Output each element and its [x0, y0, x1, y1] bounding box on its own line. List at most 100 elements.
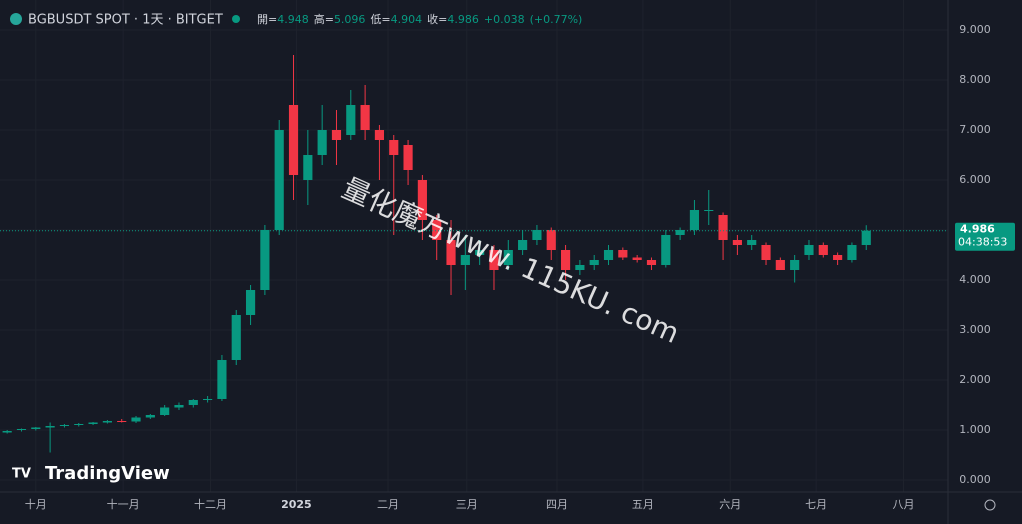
ohlc-legend: 開= 4.948 高= 5.096 低= 4.904 收= 4.986 +0.038 (+0.77…: [257, 12, 582, 26]
x-tick-label: 二月: [377, 498, 399, 511]
legend-value: 5.096: [334, 13, 366, 26]
y-tick-label: 6.000: [959, 173, 991, 186]
candle-body: [245, 290, 256, 315]
candle-body: [331, 130, 342, 140]
candle-body: [718, 215, 728, 240]
candle-body: [203, 399, 213, 400]
candle-body: [117, 421, 127, 422]
candles: [2, 55, 871, 453]
candle-body: [661, 235, 671, 265]
candle-body: [532, 230, 542, 240]
y-tick-label: 2.000: [959, 373, 991, 386]
candle-body: [31, 427, 41, 429]
legend-key: 開=: [257, 13, 277, 26]
candle-body: [818, 245, 828, 255]
symbol-title[interactable]: BGBUSDT SPOT · 1天 · BITGET: [28, 13, 223, 28]
legend-value: 4.948: [277, 13, 309, 26]
x-tick-label: 八月: [892, 498, 914, 511]
y-tick-label: 7.000: [959, 123, 991, 136]
candle-body: [618, 250, 628, 258]
y-tick-label: 8.000: [959, 73, 991, 86]
candle-body: [374, 130, 385, 140]
candle-body: [603, 250, 614, 260]
candle-body: [775, 260, 785, 270]
candle-body: [217, 360, 227, 399]
candle-body: [16, 429, 27, 430]
legend-value: +0.038: [484, 13, 525, 26]
x-tick-label: 五月: [632, 498, 654, 511]
candle-body: [790, 260, 800, 270]
y-tick-label: 1.000: [959, 423, 991, 436]
candle-body: [589, 260, 599, 265]
candle-body: [74, 424, 84, 425]
candle-body: [160, 407, 170, 415]
tv-logo-mark: TV: [12, 467, 31, 482]
legend-value: 4.904: [391, 13, 423, 26]
brand[interactable]: TradingView: [45, 463, 170, 484]
candle-body: [389, 140, 399, 155]
x-tick-label: 三月: [456, 498, 478, 511]
candle-body: [861, 230, 871, 245]
countdown: 04:38:53: [958, 236, 1007, 249]
candle-body: [489, 250, 499, 270]
x-tick-label: 四月: [546, 498, 568, 511]
settings-icon[interactable]: [984, 499, 996, 511]
candle-body: [560, 250, 571, 270]
legend-key: 收=: [427, 12, 447, 26]
candle-body: [303, 155, 313, 180]
candle-body: [761, 245, 771, 260]
candle-body: [102, 421, 112, 423]
candle-body: [174, 405, 184, 408]
candle-body: [188, 400, 198, 405]
candle-body: [575, 265, 585, 270]
candle-body: [2, 431, 12, 433]
x-tick-label: 六月: [719, 498, 741, 511]
candle-body: [346, 105, 356, 135]
candle-body: [432, 220, 442, 240]
candle-body: [446, 240, 456, 265]
candle-body: [274, 130, 284, 230]
candle-body: [45, 426, 55, 428]
grid: [0, 0, 948, 492]
candle-body: [317, 130, 327, 155]
candle-body: [88, 422, 98, 424]
y-tick-label: 0.000: [959, 473, 991, 486]
candle-body: [475, 250, 485, 255]
legend-key: 高=: [314, 12, 334, 26]
candle-body: [403, 145, 413, 170]
legend-key: 低=: [370, 13, 390, 26]
candle-body: [503, 250, 513, 265]
candle-body: [59, 425, 70, 426]
candle-body: [288, 105, 299, 175]
candle-body: [546, 230, 556, 250]
candle-body: [732, 240, 742, 245]
candle-body: [231, 315, 241, 360]
candle-body: [360, 105, 370, 130]
x-tick-label: 十一月: [107, 497, 140, 511]
x-tick-label: 2025: [281, 498, 312, 511]
y-tick-label: 4.000: [959, 273, 991, 286]
candle-body: [747, 240, 757, 245]
candle-body: [704, 210, 714, 211]
candle-body: [131, 417, 141, 422]
candle-body: [417, 180, 427, 220]
y-tick-label: 9.000: [959, 23, 991, 36]
status-dot: [232, 15, 240, 23]
candle-body: [833, 255, 843, 260]
candle-body: [460, 255, 470, 265]
x-tick-label: 十月: [25, 497, 47, 511]
legend-value: 4.986: [447, 13, 479, 26]
candle-body: [689, 210, 700, 230]
candle-body: [260, 230, 270, 290]
candle-body: [675, 230, 685, 235]
candle-body: [804, 245, 814, 255]
candle-body: [646, 260, 657, 265]
symbol-icon: [10, 13, 22, 25]
candle-body: [145, 415, 155, 418]
candle-body: [632, 257, 642, 260]
candle-body: [847, 245, 857, 260]
x-tick-label: 十二月: [194, 497, 227, 511]
candle-body: [518, 240, 528, 250]
legend-value: (+0.77%): [530, 13, 583, 26]
